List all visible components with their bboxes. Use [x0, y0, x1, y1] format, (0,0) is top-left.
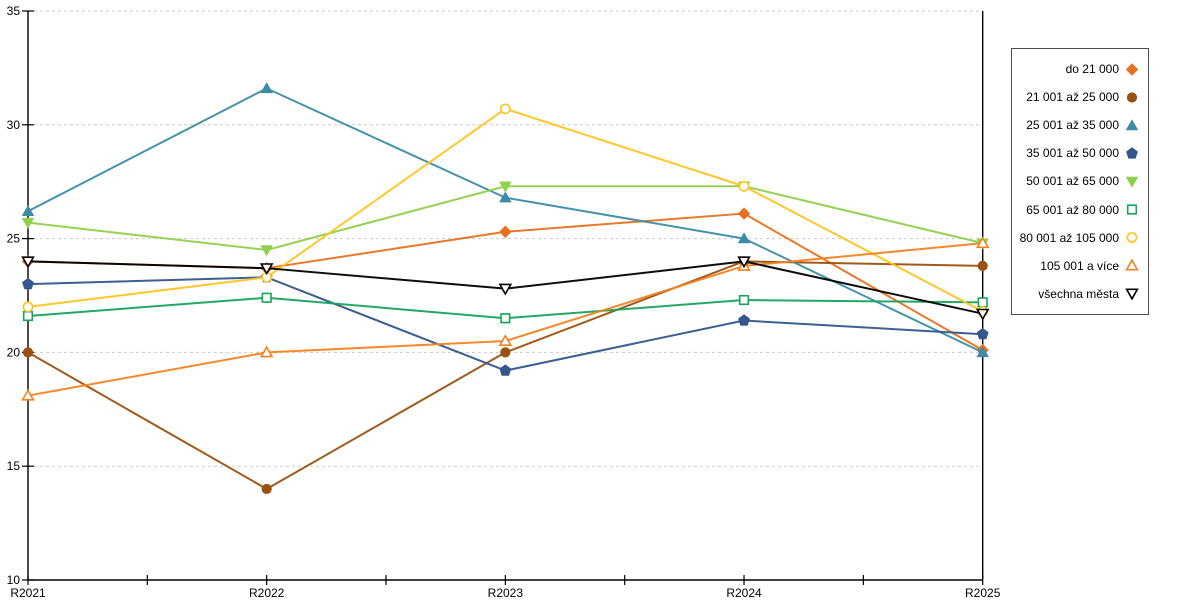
legend-label: 105 001 a více: [1040, 258, 1119, 273]
diamond-marker: [1125, 62, 1139, 76]
chart-legend: do 21 000 21 001 až 25 000 25 001 až 35 00…: [1011, 48, 1149, 315]
legend-marker-icon: [1125, 259, 1139, 271]
circle-marker: [499, 103, 511, 115]
x-tick-label: R2025: [965, 586, 1001, 600]
triangle-up-marker: [21, 388, 35, 401]
legend-label: 80 001 až 105 000: [1019, 230, 1119, 245]
circle-marker: [977, 260, 988, 272]
triangle-down-marker: [498, 283, 513, 296]
circle-marker: [500, 347, 511, 358]
triangle-down-marker: [21, 256, 35, 269]
legend-marker-icon: [1125, 62, 1139, 76]
triangle-down-marker: [1125, 288, 1139, 301]
triangle-up-marker: [499, 191, 512, 203]
series-8: [21, 256, 990, 321]
pentagon-marker: [976, 327, 989, 340]
x-tick-label: R2023: [488, 586, 524, 600]
series-0: [21, 207, 989, 357]
triangle-up-marker: [737, 232, 751, 244]
pentagon-marker: [738, 314, 750, 326]
legend-label: 21 001 až 25 000: [1026, 90, 1119, 105]
y-tick-label: 15: [7, 459, 21, 473]
triangle-down-marker: [260, 245, 273, 257]
square-marker: [500, 313, 511, 324]
square-marker: [22, 310, 34, 322]
triangle-down-marker: [21, 217, 35, 229]
triangle-down-marker: [737, 256, 751, 269]
legend-label: 25 001 až 35 000: [1026, 118, 1119, 133]
circle-marker: [738, 180, 750, 192]
pentagon-marker: [22, 277, 34, 290]
series-line: [27, 107, 984, 313]
legend-marker-icon: [1126, 232, 1138, 244]
circle-marker: [1126, 92, 1138, 103]
series-2: [21, 82, 989, 358]
triangle-up-marker: [976, 346, 989, 358]
legend-marker-icon: [1125, 288, 1139, 301]
triangle-up-marker: [498, 334, 513, 347]
triangle-up-marker: [1125, 118, 1139, 130]
legend-item-7: 105 001 a více: [1016, 259, 1139, 273]
triangle-up-marker: [1125, 259, 1139, 271]
triangle-down-marker: [1125, 176, 1139, 188]
square-marker: [261, 292, 272, 303]
circle-marker: [1126, 232, 1138, 244]
legend-item-3: 35 001 až 50 000: [1016, 146, 1139, 160]
square-marker: [738, 294, 750, 306]
y-tick-label: 30: [7, 118, 21, 132]
legend-marker-icon: [1126, 92, 1138, 103]
legend-item-2: 25 001 až 35 000: [1016, 118, 1139, 132]
legend-label: 65 001 až 80 000: [1026, 202, 1119, 217]
x-tick-label: R2022: [249, 586, 285, 600]
circle-marker: [261, 483, 272, 495]
series-5: [22, 292, 988, 324]
triangle-down-marker: [975, 308, 990, 321]
legend-item-4: 50 001 až 65 000: [1016, 174, 1139, 188]
pentagon-marker: [499, 364, 512, 376]
legend-label: 35 001 až 50 000: [1026, 146, 1119, 161]
y-tick-label: 25: [7, 232, 21, 246]
triangle-up-marker: [975, 236, 990, 249]
y-tick-label: 20: [7, 345, 21, 359]
triangle-down-marker: [259, 263, 274, 276]
legend-marker-icon: [1125, 118, 1139, 130]
triangle-up-marker: [21, 204, 35, 216]
circle-marker: [22, 301, 34, 313]
diamond-marker: [737, 207, 751, 220]
y-tick-label: 10: [7, 573, 21, 587]
triangle-up-marker: [260, 82, 273, 94]
legend-item-6: 80 001 až 105 000: [1016, 231, 1139, 245]
triangle-up-marker: [259, 345, 274, 358]
legend-item-0: do 21 000: [1016, 62, 1139, 76]
series-7: [21, 236, 990, 401]
series-line: [27, 87, 984, 354]
square-marker: [977, 297, 988, 308]
triangle-down-marker: [499, 181, 512, 193]
legend-label: 50 001 až 65 000: [1026, 174, 1119, 189]
legend-item-8: všechna města: [1016, 287, 1139, 301]
diamond-marker: [499, 225, 512, 238]
legend-marker-icon: [1125, 176, 1139, 188]
square-marker: [1126, 204, 1138, 215]
circle-marker: [22, 347, 34, 358]
y-tick-label: 35: [7, 4, 21, 18]
x-tick-label: R2021: [10, 586, 46, 600]
pentagon-marker: [1126, 147, 1138, 159]
legend-label: do 21 000: [1065, 62, 1119, 77]
legend-item-5: 65 001 až 80 000: [1016, 203, 1139, 217]
x-tick-label: R2024: [726, 586, 762, 600]
legend-label: všechna města: [1038, 286, 1119, 301]
legend-marker-icon: [1126, 147, 1138, 159]
legend-item-1: 21 001 až 25 000: [1016, 90, 1139, 104]
legend-marker-icon: [1126, 204, 1138, 215]
